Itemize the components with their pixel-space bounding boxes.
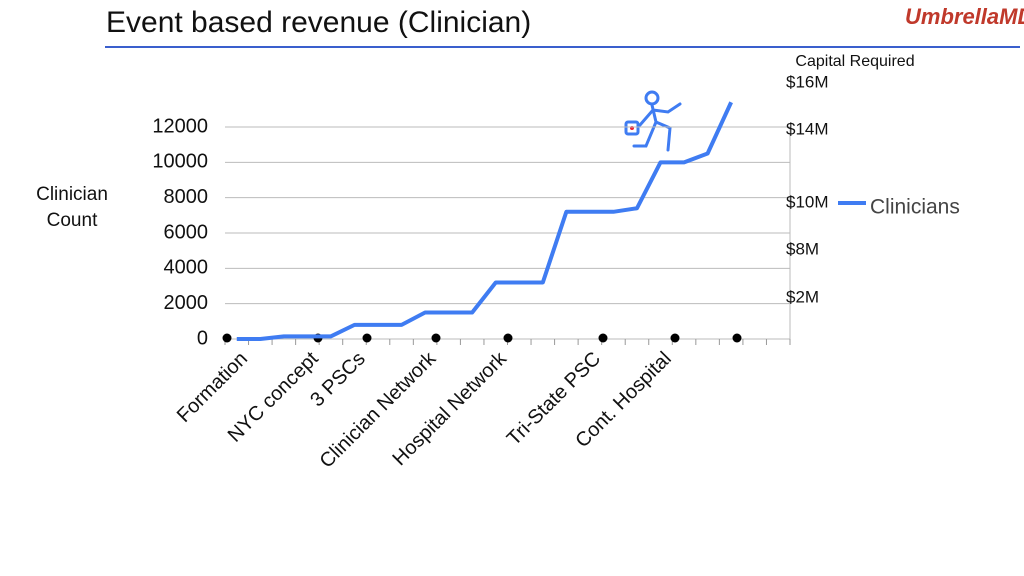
event-dot xyxy=(222,333,232,343)
y-tick-label: 4000 xyxy=(164,257,209,279)
event-dot xyxy=(431,333,441,343)
runner-icon xyxy=(624,90,682,152)
logo: UmbrellaMD. xyxy=(905,4,1024,29)
capital-label: $16M xyxy=(786,72,829,91)
capital-label: $10M xyxy=(786,192,829,211)
slide-title: Event based revenue (Clinician) xyxy=(106,6,531,39)
event-dot xyxy=(503,333,513,343)
series-line xyxy=(236,101,733,341)
y-tick-label: 12000 xyxy=(152,115,208,137)
y-tick-label: 10000 xyxy=(152,151,208,173)
y-tick-label: 6000 xyxy=(164,221,209,243)
y-tick-label: 0 xyxy=(197,327,208,349)
capital-title: Capital Required xyxy=(795,53,914,70)
x-tick-label: Clinician Network xyxy=(316,347,442,473)
event-dot xyxy=(362,333,372,343)
event-dot xyxy=(670,333,680,343)
capital-label: $14M xyxy=(786,119,829,138)
y-axis-title: Clinician Count xyxy=(36,184,108,231)
capital-label: $2M xyxy=(786,287,819,306)
y-tick-label: 8000 xyxy=(164,186,209,208)
legend-label: Clinicians xyxy=(870,196,960,219)
capital-label: $8M xyxy=(786,239,819,258)
event-dot xyxy=(732,333,742,343)
y-tick-label: 2000 xyxy=(164,292,209,314)
event-dot xyxy=(598,333,608,343)
